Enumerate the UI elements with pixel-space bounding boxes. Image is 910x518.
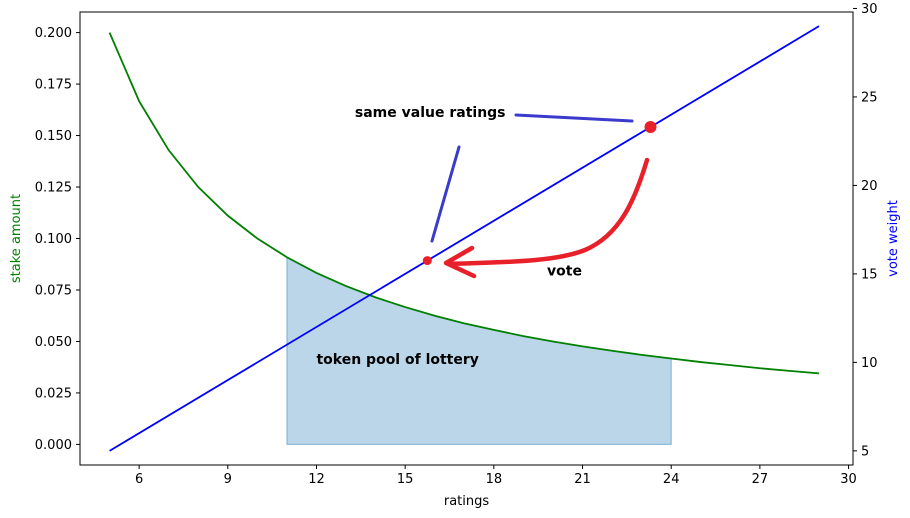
- vote-arrow-head: [443, 245, 477, 279]
- y-left-tick-label-1: 0.025: [35, 386, 72, 401]
- y-right-tick-label-0: 5: [861, 444, 869, 459]
- x-tick-label-6: 24: [663, 472, 680, 487]
- vote-weight-line: [109, 25, 820, 452]
- y-right-tick-label-4: 25: [861, 90, 878, 105]
- pointer-stroke-left: [430, 145, 461, 243]
- x-tick-label-0: 6: [135, 472, 143, 487]
- x-tick-label-3: 15: [397, 472, 414, 487]
- x-axis-title: ratings: [444, 494, 490, 509]
- token-pool-label: token pool of lottery: [316, 352, 478, 368]
- y-left-tick-label-2: 0.050: [35, 335, 72, 350]
- y-left-tick-label-4: 0.100: [35, 232, 72, 247]
- y-right-tick-label-3: 20: [861, 179, 878, 194]
- vote-label: vote: [547, 264, 582, 280]
- y-left-axis-title: stake amount: [9, 194, 24, 283]
- y-right-tick-label-1: 10: [861, 356, 878, 371]
- x-tick-label-1: 9: [224, 472, 232, 487]
- y-left-tick-label-3: 0.075: [35, 283, 72, 298]
- pointer-stroke-right: [514, 113, 634, 123]
- x-tick-label-7: 27: [752, 472, 769, 487]
- y-left-tick-label-7: 0.175: [35, 78, 72, 93]
- x-tick-label-8: 30: [840, 472, 857, 487]
- x-tick-label-2: 12: [308, 472, 325, 487]
- y-right-axis-title: vote weight: [886, 200, 901, 277]
- same-value-ratings-label: same value ratings: [355, 105, 506, 121]
- vote-arrow-line: [447, 157, 650, 267]
- y-left-tick-label-6: 0.150: [35, 129, 72, 144]
- intersection-marker-0: [422, 256, 432, 266]
- y-left-tick-label-8: 0.200: [35, 26, 72, 41]
- y-left-tick-label-5: 0.125: [35, 181, 72, 196]
- y-right-tick-label-2: 15: [861, 267, 878, 282]
- y-left-tick-label-0: 0.000: [35, 438, 72, 453]
- x-tick-label-4: 18: [486, 472, 503, 487]
- intersection-marker-1: [644, 121, 657, 134]
- y-right-tick-label-5: 30: [861, 2, 878, 17]
- x-tick-label-5: 21: [574, 472, 591, 487]
- stake-amount-line: [108, 32, 820, 375]
